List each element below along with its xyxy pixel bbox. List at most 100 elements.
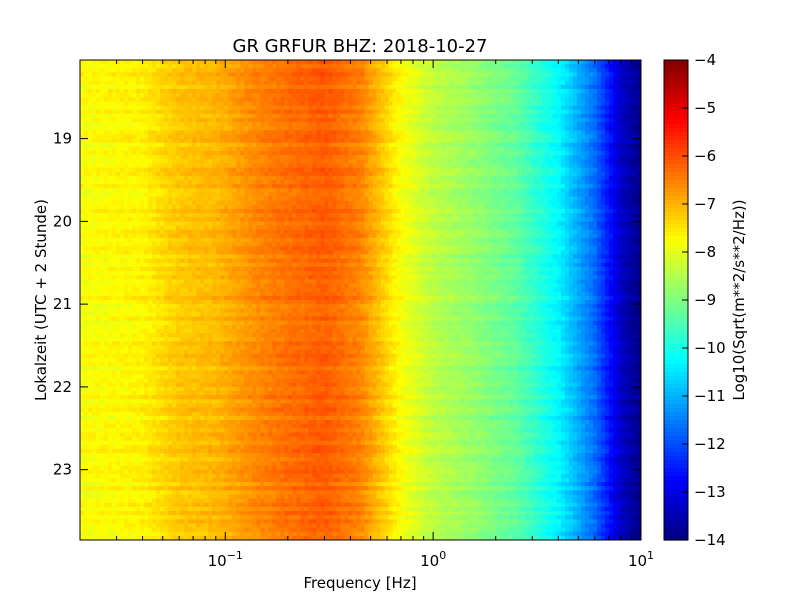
heatmap-cell xyxy=(112,379,117,384)
heatmap-cell xyxy=(228,288,233,293)
heatmap-cell xyxy=(240,408,245,413)
heatmap-cell xyxy=(136,234,141,239)
heatmap-cell xyxy=(248,234,253,239)
heatmap-cell xyxy=(220,139,225,144)
heatmap-cell xyxy=(216,168,221,173)
heatmap-cell xyxy=(240,147,245,152)
heatmap-cell xyxy=(200,106,205,111)
heatmap-cell xyxy=(180,523,185,528)
heatmap-cell xyxy=(232,482,237,487)
heatmap-cell xyxy=(112,499,117,504)
heatmap-cell xyxy=(200,412,205,417)
heatmap-cell xyxy=(168,254,173,259)
heatmap-cell xyxy=(204,374,209,379)
heatmap-cell xyxy=(204,254,209,259)
heatmap-cell xyxy=(208,445,213,450)
heatmap-cell xyxy=(164,155,169,160)
heatmap-cell xyxy=(108,172,113,177)
heatmap-cell xyxy=(120,370,125,375)
heatmap-cell xyxy=(84,230,89,235)
heatmap-cell xyxy=(128,296,133,301)
heatmap-cell xyxy=(224,180,229,185)
heatmap-cell xyxy=(116,424,121,429)
heatmap-cell xyxy=(244,184,249,189)
heatmap-cell xyxy=(88,453,93,458)
heatmap-cell xyxy=(184,486,189,491)
heatmap-cell xyxy=(212,279,217,284)
heatmap-cell xyxy=(144,528,149,533)
heatmap-cell xyxy=(176,503,181,508)
heatmap-cell xyxy=(216,391,221,396)
heatmap-cell xyxy=(96,296,101,301)
heatmap-cell xyxy=(168,461,173,466)
heatmap-cell xyxy=(184,325,189,330)
heatmap-cell xyxy=(128,424,133,429)
heatmap-cell xyxy=(168,379,173,384)
heatmap-cell xyxy=(244,217,249,222)
heatmap-cell xyxy=(128,395,133,400)
heatmap-cell xyxy=(148,254,153,259)
heatmap-cell xyxy=(100,366,105,371)
heatmap-cell xyxy=(224,470,229,475)
heatmap-cell xyxy=(100,408,105,413)
heatmap-cell xyxy=(172,387,177,392)
heatmap-cell xyxy=(168,134,173,139)
heatmap-cell xyxy=(100,242,105,247)
heatmap-cell xyxy=(172,254,177,259)
heatmap-cell xyxy=(184,312,189,317)
heatmap-cell xyxy=(128,428,133,433)
heatmap-cell xyxy=(88,449,93,454)
heatmap-cell xyxy=(96,197,101,202)
heatmap-cell xyxy=(132,403,137,408)
heatmap-cell xyxy=(92,122,97,127)
heatmap-cell xyxy=(100,147,105,152)
heatmap-cell xyxy=(220,507,225,512)
heatmap-cell xyxy=(112,130,117,135)
heatmap-cell xyxy=(240,528,245,533)
heatmap-cell xyxy=(188,333,193,338)
heatmap-cell xyxy=(152,197,157,202)
heatmap-cell xyxy=(132,370,137,375)
heatmap-cell xyxy=(92,250,97,255)
heatmap-cell xyxy=(220,134,225,139)
heatmap-cell xyxy=(180,81,185,86)
heatmap-cell xyxy=(108,478,113,483)
heatmap-cell xyxy=(128,275,133,280)
heatmap-cell xyxy=(84,379,89,384)
heatmap-cell xyxy=(244,72,249,77)
heatmap-cell xyxy=(156,101,161,106)
heatmap-cell xyxy=(232,226,237,231)
heatmap-cell xyxy=(192,288,197,293)
heatmap-cell xyxy=(208,399,213,404)
heatmap-cell xyxy=(176,366,181,371)
heatmap-cell xyxy=(200,221,205,226)
heatmap-cell xyxy=(240,312,245,317)
heatmap-cell xyxy=(212,449,217,454)
heatmap-cell xyxy=(208,490,213,495)
heatmap-cell xyxy=(232,159,237,164)
heatmap-cell xyxy=(120,341,125,346)
heatmap-cell xyxy=(136,461,141,466)
heatmap-cell xyxy=(212,499,217,504)
heatmap-cell xyxy=(104,308,109,313)
heatmap-cell xyxy=(108,230,113,235)
heatmap-cell xyxy=(220,64,225,69)
heatmap-cell xyxy=(152,254,157,259)
heatmap-cell xyxy=(160,172,165,177)
heatmap-cell xyxy=(184,453,189,458)
heatmap-cell xyxy=(204,77,209,82)
heatmap-cell xyxy=(172,263,177,268)
heatmap-cell xyxy=(236,143,241,148)
heatmap-cell xyxy=(104,114,109,119)
heatmap-cell xyxy=(192,374,197,379)
heatmap-cell xyxy=(152,85,157,90)
heatmap-cell xyxy=(204,234,209,239)
heatmap-cell xyxy=(112,457,117,462)
heatmap-cell xyxy=(192,420,197,425)
heatmap-cell xyxy=(112,72,117,77)
heatmap-cell xyxy=(176,499,181,504)
heatmap-cell xyxy=(168,279,173,284)
heatmap-cell xyxy=(200,89,205,94)
heatmap-cell xyxy=(184,511,189,516)
heatmap-cell xyxy=(80,416,85,421)
